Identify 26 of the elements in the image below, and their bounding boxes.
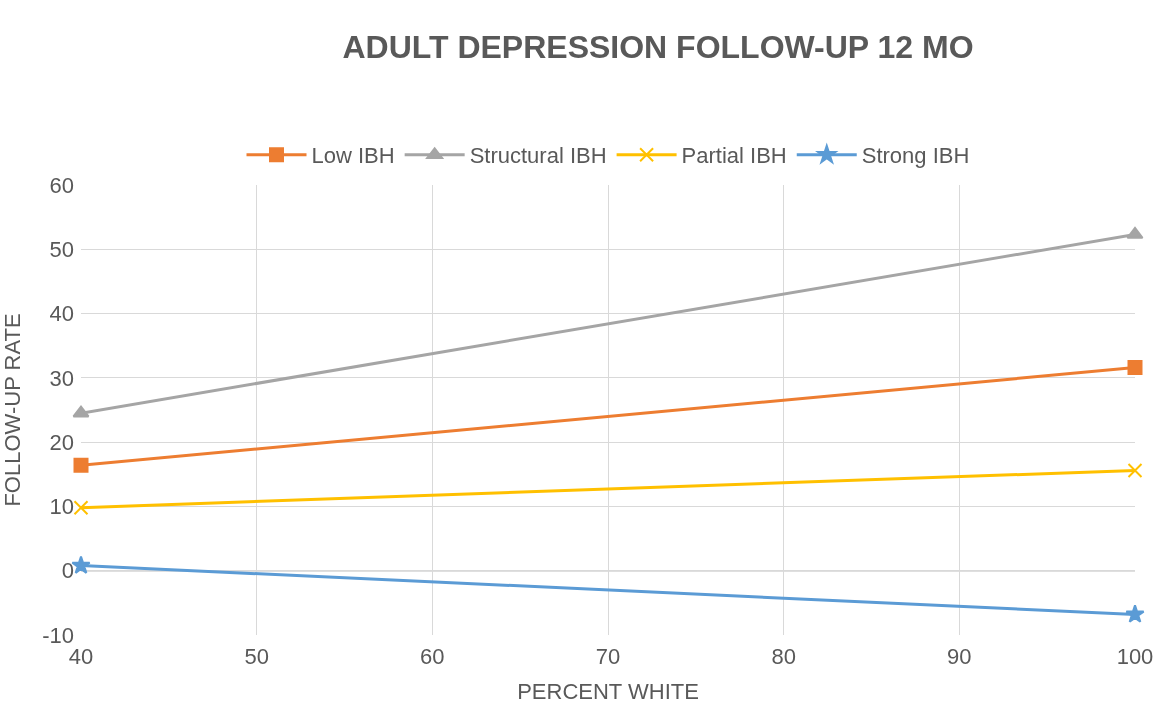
point <box>1127 462 1143 478</box>
legend-label: Structural IBH <box>469 143 607 169</box>
x-tick-label: 70 <box>595 644 621 669</box>
y-tick-label: 30 <box>49 365 74 391</box>
legend-label: Low IBH <box>311 143 395 169</box>
point <box>73 500 89 516</box>
y-tick-label: 50 <box>49 236 74 262</box>
legend-label: Strong IBH <box>861 143 970 169</box>
y-tick-label: 20 <box>49 429 74 455</box>
point <box>71 555 91 574</box>
x-tick-label: 100 <box>1116 644 1154 669</box>
chart-title: ADULT DEPRESSION FOLLOW-UP 12 MO <box>342 28 974 65</box>
y-tick-label: 0 <box>61 558 74 584</box>
y-tick-label: 10 <box>49 494 74 520</box>
y-axis-title: FOLLOW-UP RATE <box>0 313 25 507</box>
x-axis-title: PERCENT WHITE <box>517 678 699 704</box>
point <box>1127 360 1143 376</box>
x-tick-label: 90 <box>947 644 972 669</box>
point <box>1125 604 1145 623</box>
x-tick-label: 60 <box>420 644 445 669</box>
x-tick-label: 80 <box>771 644 796 669</box>
point <box>73 457 89 473</box>
y-tick-label: 40 <box>49 301 74 327</box>
x-tick-label: 50 <box>244 644 269 669</box>
y-tick-label: 60 <box>49 172 74 198</box>
legend-label: Partial IBH <box>681 143 787 169</box>
